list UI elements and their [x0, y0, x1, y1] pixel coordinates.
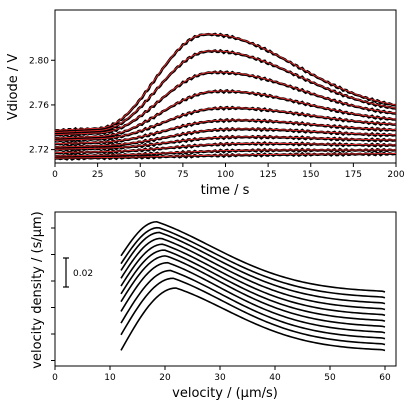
top-fit-series-8 [54, 136, 397, 150]
top-x-tick-label: 175 [345, 170, 362, 180]
top-fit-series-11 [54, 153, 397, 159]
top-measured-series-1 [54, 32, 397, 133]
top-x-tick-label: 25 [92, 170, 103, 180]
bottom-series-10 [120, 277, 386, 346]
bottom-series-5 [120, 243, 386, 317]
bottom-series-group [120, 220, 386, 352]
top-fit-series-4 [54, 90, 397, 139]
scale-bar-label: 0.02 [73, 269, 93, 279]
top-y-tick-label: 2.76 [29, 101, 49, 111]
bottom-series-8 [120, 261, 386, 334]
top-x-ticks: 0 25 50 75 100 125 150 175 200 [52, 163, 405, 180]
top-fit-series-7 [54, 128, 397, 148]
bottom-y-ticks [51, 227, 55, 361]
bottom-x-tick-label: 30 [214, 373, 226, 383]
bottom-x-tick-label: 10 [104, 373, 116, 383]
top-panel: 0 25 50 75 100 125 150 175 200 2.72 2.76 2.80 time… [6, 9, 405, 198]
top-x-tick-label: 150 [302, 170, 319, 180]
top-fit-series-3 [54, 71, 397, 136]
top-y-axis-label: Vdiode / V [6, 54, 21, 121]
bottom-x-tick-label: 50 [324, 373, 336, 383]
bottom-y-axis-label: velocity density / (s/μm) [30, 211, 45, 368]
top-x-tick-label: 75 [177, 170, 188, 180]
bottom-plot-frame [54, 211, 397, 367]
scale-bar: 0.02 [63, 257, 93, 288]
top-x-tick-label: 50 [135, 170, 147, 180]
bottom-panel: 0 10 20 30 40 50 60 0.02 velocity / (μm/s) vel… [30, 211, 397, 401]
top-fit-series-6 [54, 119, 397, 145]
bottom-x-tick-label: 20 [159, 373, 171, 383]
top-y-ticks: 2.72 2.76 2.80 [29, 56, 55, 156]
bottom-series-4 [120, 237, 386, 311]
bottom-x-axis-label: velocity / (μm/s) [172, 386, 278, 401]
bottom-x-tick-label: 40 [269, 373, 281, 383]
top-x-axis-label: time / s [201, 183, 250, 198]
bottom-series-6 [120, 249, 386, 322]
top-fit-series-1 [54, 33, 397, 131]
top-y-tick-label: 2.72 [29, 146, 49, 156]
bottom-x-tick-label: 0 [52, 373, 58, 383]
top-fit-series-5 [54, 107, 397, 141]
bottom-series-7 [120, 255, 386, 328]
top-fit-series-10 [54, 149, 397, 157]
bottom-series-11 [120, 287, 386, 352]
bottom-x-tick-label: 60 [379, 373, 391, 383]
top-x-tick-label: 200 [387, 170, 404, 180]
top-x-tick-label: 0 [52, 170, 58, 180]
bottom-series-2 [120, 226, 386, 299]
bottom-x-ticks: 0 10 20 30 40 50 60 [52, 366, 391, 383]
top-fit-series-9 [54, 142, 396, 154]
top-fit-series-2 [54, 50, 397, 134]
top-x-tick-label: 100 [217, 170, 234, 180]
top-x-tick-label: 125 [260, 170, 277, 180]
bottom-series-3 [120, 231, 386, 305]
bottom-series-1 [120, 220, 386, 293]
bottom-series-9 [120, 269, 386, 340]
top-y-tick-label: 2.80 [29, 56, 49, 66]
top-series-group [54, 32, 397, 161]
